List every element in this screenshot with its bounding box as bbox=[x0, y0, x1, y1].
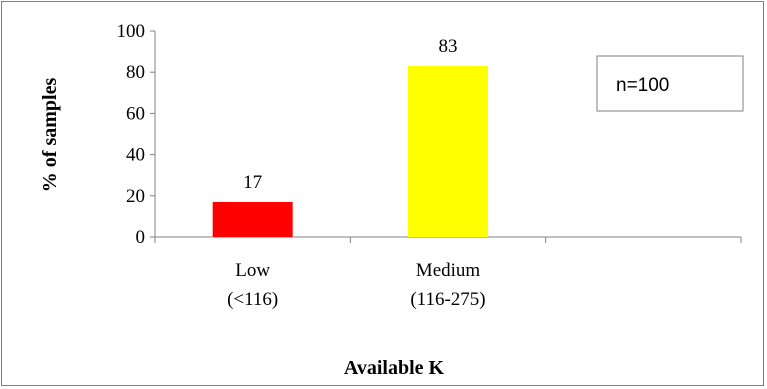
x-tick-label: (<116) bbox=[227, 289, 278, 310]
annotation-box: n=100 bbox=[596, 55, 744, 112]
bar bbox=[212, 201, 293, 237]
y-tick-label: 0 bbox=[136, 227, 146, 248]
y-axis-title: % of samples bbox=[39, 78, 61, 193]
x-axis-title: Available K bbox=[344, 357, 445, 379]
y-tick-label: 60 bbox=[126, 103, 145, 124]
data-label: 83 bbox=[439, 36, 458, 57]
x-tick-label: Low bbox=[235, 260, 270, 281]
bar bbox=[408, 66, 488, 238]
annotation-text: n=100 bbox=[616, 75, 669, 96]
x-tick-label: Medium bbox=[416, 260, 481, 281]
plot-area: 0 20 40 60 80 100 17 Low (<116) 83 Medium (116-275) bbox=[117, 21, 742, 310]
y-tick-label: 20 bbox=[126, 186, 145, 207]
y-tick-label: 80 bbox=[126, 62, 145, 83]
y-tick-label: 100 bbox=[117, 21, 146, 42]
data-label: 17 bbox=[243, 172, 262, 193]
annotation-border bbox=[596, 55, 744, 112]
x-tick-label: (116-275) bbox=[410, 289, 485, 310]
y-tick-label: 40 bbox=[126, 145, 145, 166]
